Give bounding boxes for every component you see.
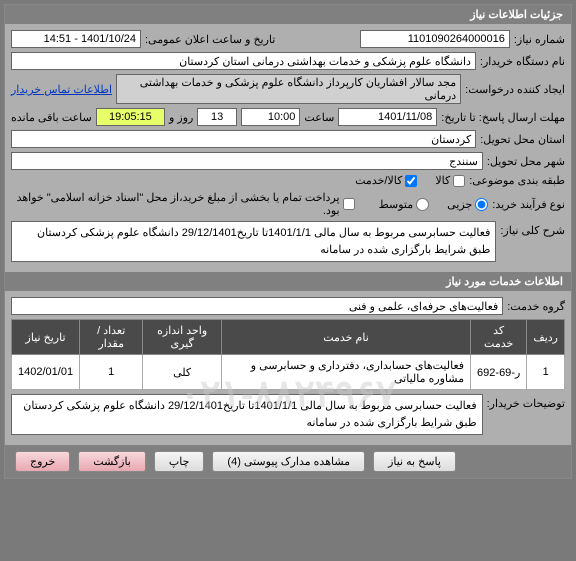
label-province: استان محل تحویل:	[480, 133, 565, 146]
th-code: کد خدمت	[471, 320, 527, 355]
label-buyer-notes: توضیحات خریدار:	[487, 394, 565, 410]
cell-unit: کلی	[143, 355, 222, 390]
field-hms-left: 19:05:15	[96, 108, 165, 126]
cell-date: 1402/01/01	[12, 355, 80, 390]
label-remain: ساعت باقی مانده	[11, 111, 92, 124]
exit-button[interactable]: خروج	[15, 451, 70, 472]
modal-title: جزئیات اطلاعات نیاز	[5, 5, 571, 24]
label-khadamat: کالا/خدمت	[355, 174, 402, 187]
field-deadline-date: 1401/11/08	[338, 108, 437, 126]
label-service-group: گروه خدمت:	[507, 300, 565, 313]
cell-qty: 1	[80, 355, 143, 390]
cell-code: ر-69-692	[471, 355, 527, 390]
footer-bar: پاسخ به نیاز مشاهده مدارک پیوستی (4) چاپ…	[5, 445, 571, 478]
th-idx: ردیف	[527, 320, 565, 355]
label-process: نوع فرآیند خرید:	[492, 198, 565, 211]
label-buyer: نام دستگاه خریدار:	[480, 55, 565, 68]
field-deadline-time: 10:00	[241, 108, 300, 126]
label-public-time: تاریخ و ساعت اعلان عمومی:	[145, 33, 275, 46]
contact-link[interactable]: اطلاعات تماس خریدار	[11, 83, 112, 96]
th-qty: تعداد / مقدار	[80, 320, 143, 355]
label-joze: جزیی	[447, 198, 472, 211]
label-motavaset: متوسط	[379, 198, 414, 211]
table-row: 1 ر-69-692 فعالیت‌های حسابداری، دفترداری…	[12, 355, 565, 390]
checkbox-kala[interactable]	[453, 175, 465, 187]
label-keywords: شرح کلی نیاز:	[500, 221, 565, 237]
cell-idx: 1	[527, 355, 565, 390]
field-province: کردستان	[11, 130, 476, 148]
field-creator: مجد سالار افشاریان کارپرداز دانشگاه علوم…	[116, 74, 461, 104]
field-service-group: فعالیت‌های حرفه‌ای، علمی و فنی	[11, 297, 503, 315]
checkbox-paynote[interactable]	[343, 198, 355, 210]
label-rooz: روز و	[169, 111, 193, 124]
label-saat: ساعت	[304, 111, 334, 124]
radio-joze[interactable]	[475, 198, 488, 211]
respond-button[interactable]: پاسخ به نیاز	[373, 451, 456, 472]
back-button[interactable]: بازگشت	[78, 451, 146, 472]
label-category: طبقه بندی موضوعی:	[469, 174, 565, 187]
field-buyer: دانشگاه علوم پزشکی و خدمات بهداشتی درمان…	[11, 52, 476, 70]
services-header: اطلاعات خدمات مورد نیاز	[5, 272, 571, 291]
th-name: نام خدمت	[221, 320, 470, 355]
services-table: ردیف کد خدمت نام خدمت واحد اندازه گیری ت…	[11, 319, 565, 390]
label-paynote: پرداخت تمام یا بخشی از مبلغ خرید،از محل …	[11, 191, 340, 217]
th-unit: واحد اندازه گیری	[143, 320, 222, 355]
field-days-left: 13	[197, 108, 237, 126]
field-buyer-notes: فعالیت حسابرسی مربوط به سال مالی 1401/1/…	[11, 394, 483, 435]
cell-name: فعالیت‌های حسابداری، دفترداری و حسابرسی …	[221, 355, 470, 390]
field-req-no: 1101090264000016	[360, 30, 510, 48]
label-city: شهر محل تحویل:	[487, 155, 565, 168]
th-date: تاریخ نیاز	[12, 320, 80, 355]
field-public-time: 1401/10/24 - 14:51	[11, 30, 141, 48]
checkbox-khadamat[interactable]	[405, 175, 417, 187]
label-deadline: مهلت ارسال پاسخ: تا تاریخ:	[441, 111, 565, 124]
label-kala: کالا	[435, 174, 450, 187]
attachments-button[interactable]: مشاهده مدارک پیوستی (4)	[212, 451, 365, 472]
label-req-no: شماره نیاز:	[514, 33, 565, 46]
print-button[interactable]: چاپ	[154, 451, 205, 472]
label-creator: ایجاد کننده درخواست:	[465, 83, 565, 96]
field-city: سنندج	[11, 152, 483, 170]
field-keywords: فعالیت حسابرسی مربوط به سال مالی 1401/1/…	[11, 221, 496, 262]
radio-motavaset[interactable]	[416, 198, 429, 211]
